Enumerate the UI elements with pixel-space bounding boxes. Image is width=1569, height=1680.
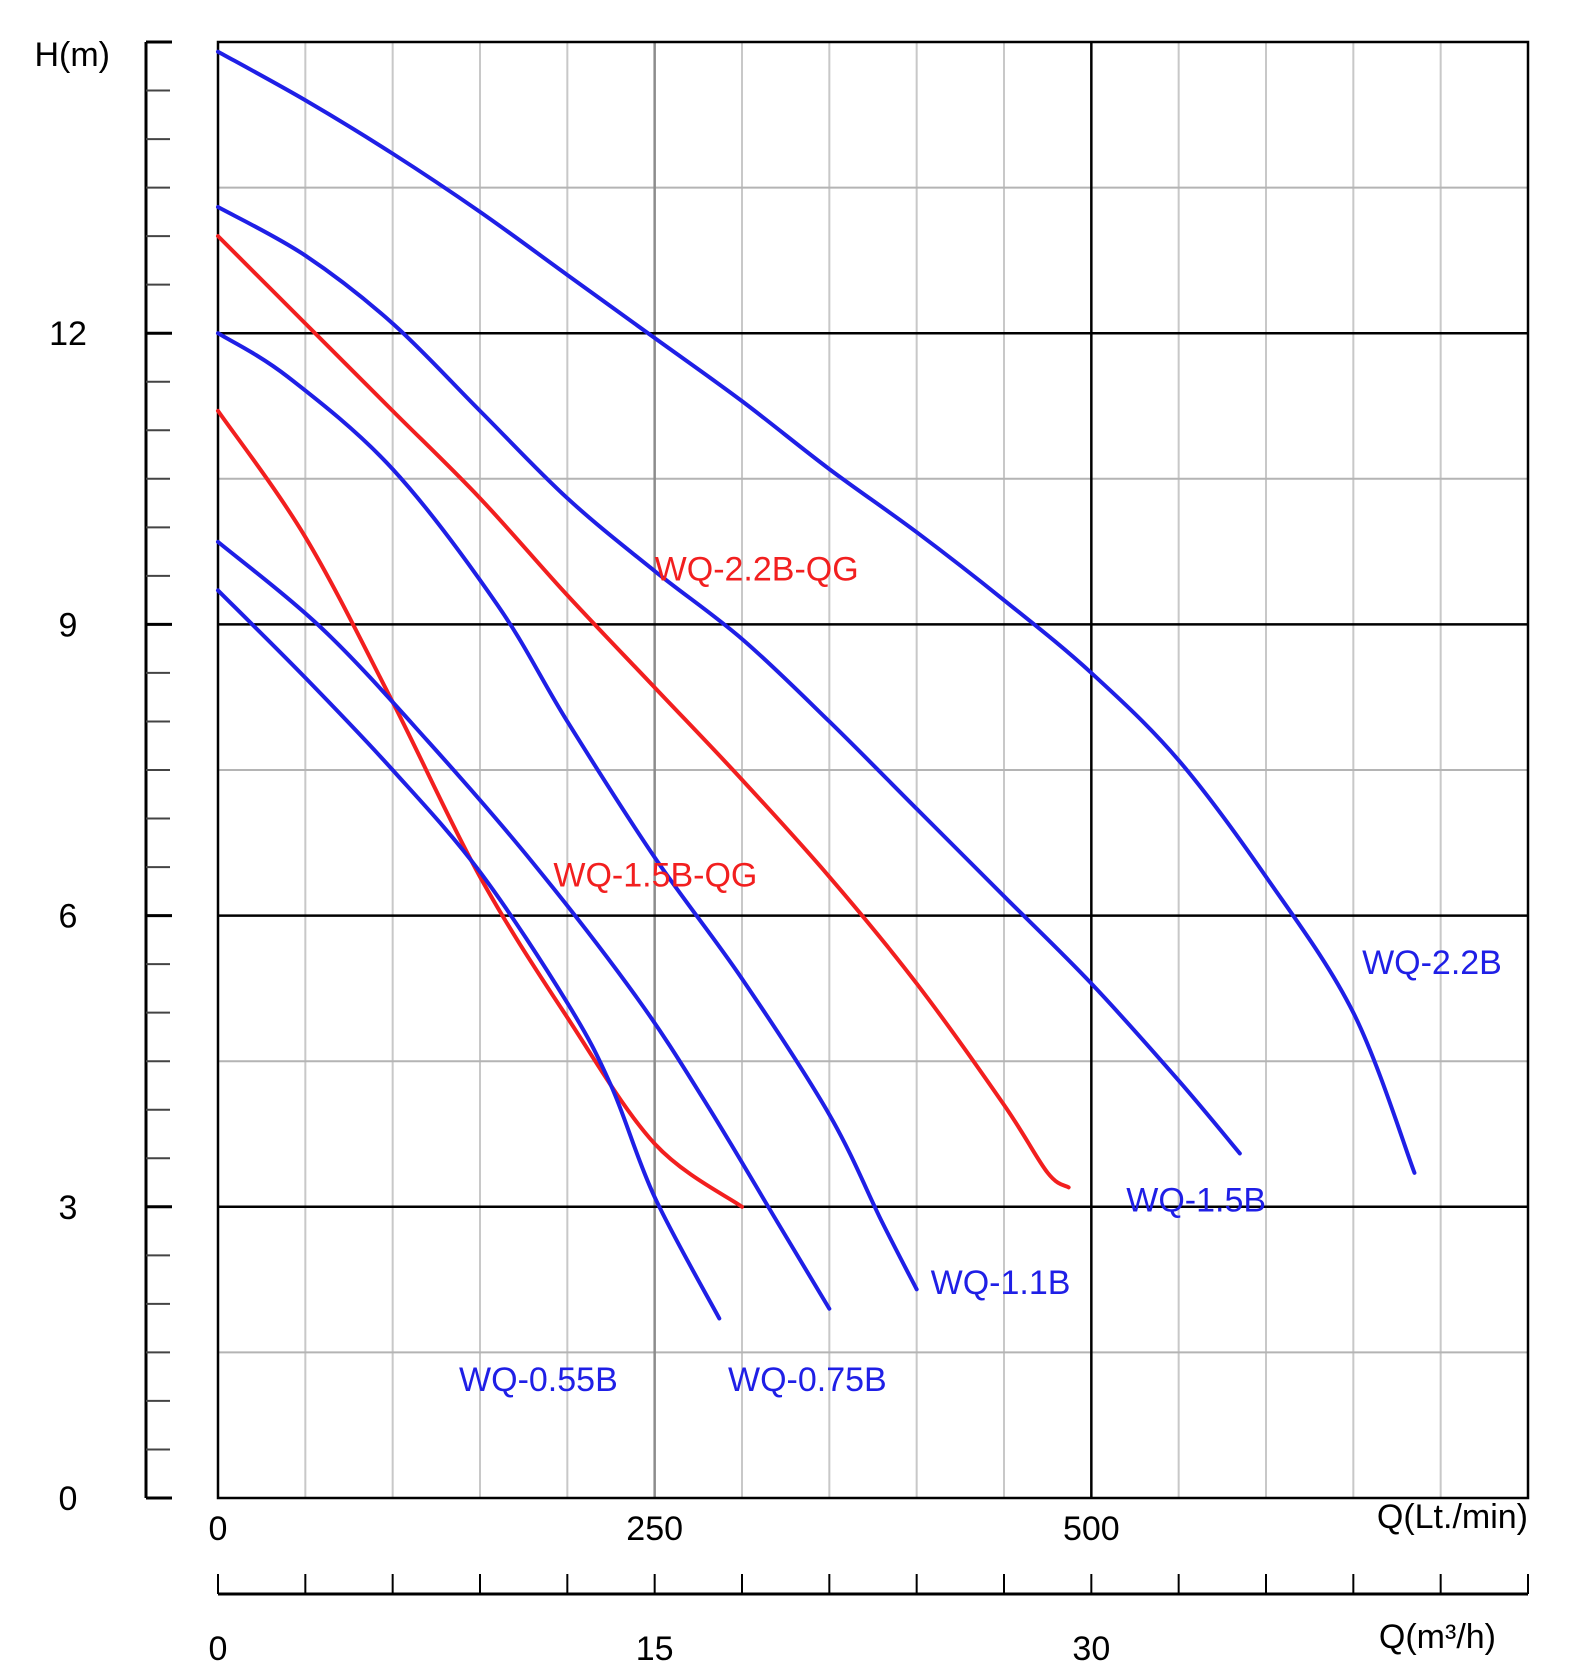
- x-tick-label: 500: [1063, 1510, 1120, 1548]
- grid: [216, 40, 1530, 1500]
- series-lines: [216, 49, 1417, 1321]
- x-tick-label: 0: [209, 1510, 228, 1548]
- y-tick-label: 0: [59, 1480, 78, 1518]
- x2-tick-label: 0: [209, 1630, 228, 1668]
- y-axis-title: H(m): [34, 36, 110, 74]
- series-label-wq-1-5b-qg: WQ-1.5B-QG: [553, 856, 757, 894]
- y-tick-label: 12: [49, 315, 87, 353]
- axes: 0 3 6 9 12 0 250 500 0 15 30: [49, 40, 1529, 1668]
- series-line-wq-1-1b: [216, 331, 919, 1292]
- x2-axis-title: Q(m³/h): [1379, 1618, 1496, 1656]
- y-tick-label: 3: [59, 1189, 78, 1227]
- series-label-wq-2-2b-qg: WQ-2.2B-QG: [655, 551, 859, 589]
- plot-frame: [216, 40, 1530, 1500]
- x2-tick-label: 15: [636, 1630, 674, 1668]
- series-label-wq-0-55b: WQ-0.55B: [459, 1361, 618, 1399]
- series-label-wq-1-1b: WQ-1.1B: [931, 1264, 1071, 1302]
- series-label-wq-1-5b: WQ-1.5B: [1126, 1182, 1266, 1220]
- series-line-wq-0-75b: [216, 539, 832, 1311]
- x-axis-title: Q(Lt./min): [1377, 1498, 1528, 1536]
- series-line-wq-2-2b-qg: [216, 234, 1071, 1190]
- series-label-wq-0-75b: WQ-0.75B: [728, 1361, 887, 1399]
- series-line-wq-1-5b: [216, 205, 1242, 1156]
- y-tick-label: 6: [59, 898, 78, 936]
- series-line-wq-2-2b: [216, 49, 1417, 1175]
- series-labels: WQ-2.2B WQ-1.5B WQ-2.2B-QG WQ-1.1B WQ-1.5B-Q…: [459, 551, 1502, 1400]
- y-tick-label: 9: [59, 606, 78, 644]
- series-line-wq-0-55b: [216, 588, 722, 1321]
- x2-tick-label: 30: [1072, 1630, 1110, 1668]
- series-label-wq-2-2b: WQ-2.2B: [1362, 944, 1502, 982]
- x-tick-label: 250: [626, 1510, 683, 1548]
